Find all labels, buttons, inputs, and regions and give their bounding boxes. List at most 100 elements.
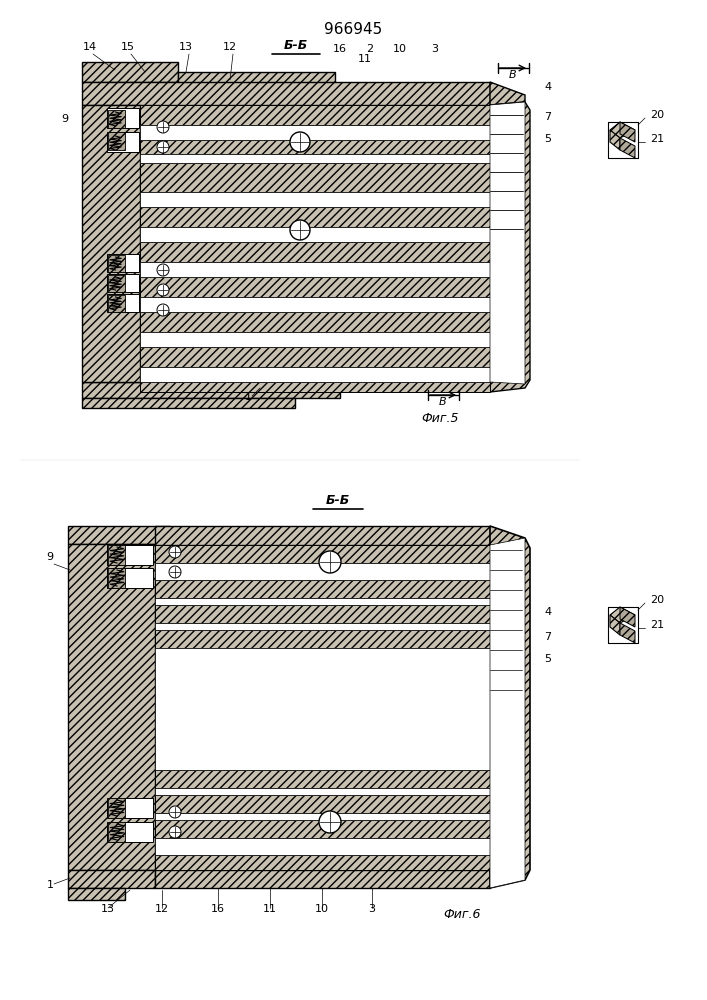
Bar: [107, 254, 139, 272]
Bar: [107, 294, 139, 312]
Polygon shape: [68, 888, 125, 900]
Text: 15: 15: [121, 42, 135, 52]
Text: В: В: [509, 70, 517, 80]
Text: 20: 20: [650, 595, 664, 605]
Polygon shape: [155, 870, 490, 888]
Text: 11: 11: [358, 54, 372, 64]
Polygon shape: [108, 110, 125, 128]
Polygon shape: [155, 605, 490, 623]
Polygon shape: [68, 526, 170, 544]
Polygon shape: [490, 102, 530, 392]
Polygon shape: [140, 105, 490, 125]
Circle shape: [157, 304, 169, 316]
Polygon shape: [108, 822, 125, 842]
Circle shape: [169, 566, 181, 578]
Polygon shape: [490, 82, 525, 105]
Circle shape: [319, 811, 341, 833]
Polygon shape: [490, 526, 530, 888]
Text: 7: 7: [544, 112, 551, 122]
Text: 3: 3: [368, 904, 375, 914]
Polygon shape: [82, 82, 490, 105]
Text: 12: 12: [223, 42, 237, 52]
Bar: [107, 545, 153, 565]
Polygon shape: [140, 192, 490, 207]
Circle shape: [157, 264, 169, 276]
Bar: [107, 568, 153, 588]
Polygon shape: [155, 623, 490, 630]
Polygon shape: [140, 242, 490, 262]
Text: Б-Б: Б-Б: [284, 39, 308, 52]
Text: 2: 2: [366, 44, 373, 54]
Polygon shape: [610, 122, 635, 138]
Text: 21: 21: [650, 620, 664, 630]
Polygon shape: [140, 262, 490, 277]
Polygon shape: [610, 130, 620, 150]
Polygon shape: [490, 102, 525, 384]
Polygon shape: [140, 382, 490, 392]
Polygon shape: [108, 798, 125, 818]
Text: 4: 4: [544, 607, 551, 617]
Polygon shape: [155, 598, 490, 605]
Text: 14: 14: [83, 42, 97, 52]
Polygon shape: [140, 125, 490, 140]
Polygon shape: [155, 795, 490, 813]
Circle shape: [157, 121, 169, 133]
Polygon shape: [178, 72, 335, 88]
Polygon shape: [155, 820, 490, 838]
Text: 11: 11: [263, 904, 277, 914]
Polygon shape: [82, 398, 295, 408]
Polygon shape: [490, 133, 511, 145]
Polygon shape: [490, 187, 509, 199]
Polygon shape: [155, 838, 490, 855]
Polygon shape: [155, 813, 490, 820]
Polygon shape: [155, 580, 490, 598]
Polygon shape: [140, 227, 490, 242]
Text: 1: 1: [47, 880, 54, 890]
Polygon shape: [140, 277, 490, 297]
Text: 10: 10: [315, 904, 329, 914]
Text: 16: 16: [211, 904, 225, 914]
Polygon shape: [155, 855, 490, 870]
Polygon shape: [155, 545, 490, 563]
Polygon shape: [490, 538, 525, 888]
Polygon shape: [155, 630, 490, 648]
Polygon shape: [140, 207, 490, 227]
Circle shape: [290, 132, 310, 152]
Polygon shape: [490, 215, 508, 226]
Text: В: В: [439, 397, 447, 407]
Polygon shape: [140, 154, 490, 163]
Polygon shape: [620, 138, 635, 158]
Polygon shape: [82, 62, 178, 82]
Text: 21: 21: [650, 134, 664, 144]
Polygon shape: [620, 122, 635, 142]
Circle shape: [157, 141, 169, 153]
Polygon shape: [82, 382, 340, 398]
Polygon shape: [155, 788, 490, 795]
Polygon shape: [155, 563, 490, 580]
Circle shape: [169, 826, 181, 838]
Text: 16: 16: [333, 44, 347, 54]
Polygon shape: [108, 545, 125, 565]
Text: 9: 9: [62, 114, 69, 124]
Polygon shape: [82, 105, 140, 382]
Text: 20: 20: [650, 110, 664, 120]
Circle shape: [319, 551, 341, 573]
Text: 5: 5: [544, 654, 551, 664]
Polygon shape: [140, 140, 490, 154]
Text: 7: 7: [544, 632, 551, 642]
Polygon shape: [108, 295, 125, 312]
Bar: [107, 274, 139, 292]
Text: 13: 13: [179, 42, 193, 52]
Polygon shape: [108, 132, 125, 150]
Text: 4: 4: [544, 82, 551, 92]
Polygon shape: [140, 347, 490, 367]
Polygon shape: [490, 160, 510, 172]
Bar: [107, 108, 139, 128]
Text: 12: 12: [155, 904, 169, 914]
Polygon shape: [140, 367, 490, 382]
Polygon shape: [155, 526, 490, 545]
Text: Фиг.5: Фиг.5: [421, 412, 459, 425]
Polygon shape: [155, 770, 490, 788]
Circle shape: [157, 284, 169, 296]
Polygon shape: [108, 568, 125, 588]
